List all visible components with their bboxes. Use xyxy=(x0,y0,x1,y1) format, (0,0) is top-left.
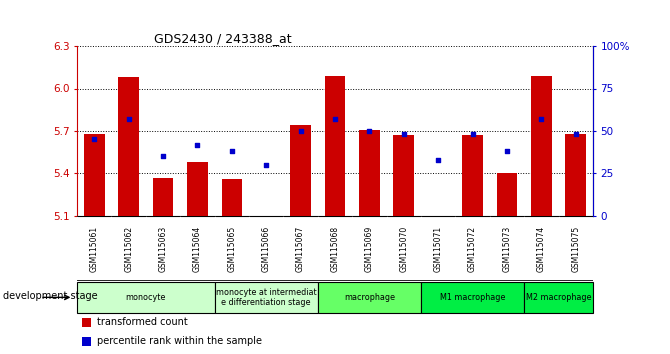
Bar xyxy=(462,135,483,216)
Bar xyxy=(496,173,517,216)
Text: GDS2430 / 243388_at: GDS2430 / 243388_at xyxy=(154,32,292,45)
FancyBboxPatch shape xyxy=(524,282,593,313)
Bar xyxy=(153,178,174,216)
Point xyxy=(89,137,100,142)
Point xyxy=(295,128,306,134)
Bar xyxy=(187,162,208,216)
Point xyxy=(364,128,375,134)
Text: GSM115072: GSM115072 xyxy=(468,225,477,272)
Bar xyxy=(119,77,139,216)
Text: monocyte: monocyte xyxy=(126,293,166,302)
FancyBboxPatch shape xyxy=(318,282,421,313)
Point xyxy=(261,162,271,168)
FancyBboxPatch shape xyxy=(77,282,214,313)
Point xyxy=(123,116,134,122)
Bar xyxy=(325,76,345,216)
Point xyxy=(467,132,478,137)
Bar xyxy=(222,179,242,216)
Point xyxy=(433,157,444,163)
Bar xyxy=(290,125,311,216)
Text: monocyte at intermediat
e differentiation stage: monocyte at intermediat e differentiatio… xyxy=(216,288,316,307)
Text: GSM115063: GSM115063 xyxy=(159,225,168,272)
Text: GSM115061: GSM115061 xyxy=(90,225,98,272)
Text: GSM115062: GSM115062 xyxy=(124,225,133,272)
Text: M2 macrophage: M2 macrophage xyxy=(526,293,592,302)
Text: macrophage: macrophage xyxy=(344,293,395,302)
Point xyxy=(502,149,513,154)
Bar xyxy=(82,337,92,346)
Bar xyxy=(531,76,551,216)
Point xyxy=(570,132,581,137)
Text: GSM115066: GSM115066 xyxy=(262,225,271,272)
Text: M1 macrophage: M1 macrophage xyxy=(440,293,505,302)
Text: GSM115068: GSM115068 xyxy=(330,225,340,272)
FancyBboxPatch shape xyxy=(421,282,524,313)
Point xyxy=(157,154,168,159)
Point xyxy=(226,149,237,154)
Text: GSM115073: GSM115073 xyxy=(502,225,511,272)
FancyBboxPatch shape xyxy=(214,282,318,313)
Point xyxy=(399,132,409,137)
Point xyxy=(536,116,547,122)
Bar xyxy=(82,318,92,327)
Point xyxy=(192,142,203,147)
Bar xyxy=(393,135,414,216)
Text: GSM115075: GSM115075 xyxy=(572,225,580,272)
Text: GSM115067: GSM115067 xyxy=(296,225,305,272)
Text: GSM115069: GSM115069 xyxy=(365,225,374,272)
Text: GSM115065: GSM115065 xyxy=(227,225,237,272)
Text: GSM115070: GSM115070 xyxy=(399,225,408,272)
Text: GSM115074: GSM115074 xyxy=(537,225,546,272)
Text: GSM115071: GSM115071 xyxy=(433,225,443,272)
Bar xyxy=(359,130,380,216)
Bar xyxy=(565,134,586,216)
Text: percentile rank within the sample: percentile rank within the sample xyxy=(96,336,262,346)
Point xyxy=(330,116,340,122)
Bar xyxy=(84,134,105,216)
Text: GSM115064: GSM115064 xyxy=(193,225,202,272)
Text: transformed count: transformed count xyxy=(96,317,188,327)
Text: development stage: development stage xyxy=(3,291,98,301)
